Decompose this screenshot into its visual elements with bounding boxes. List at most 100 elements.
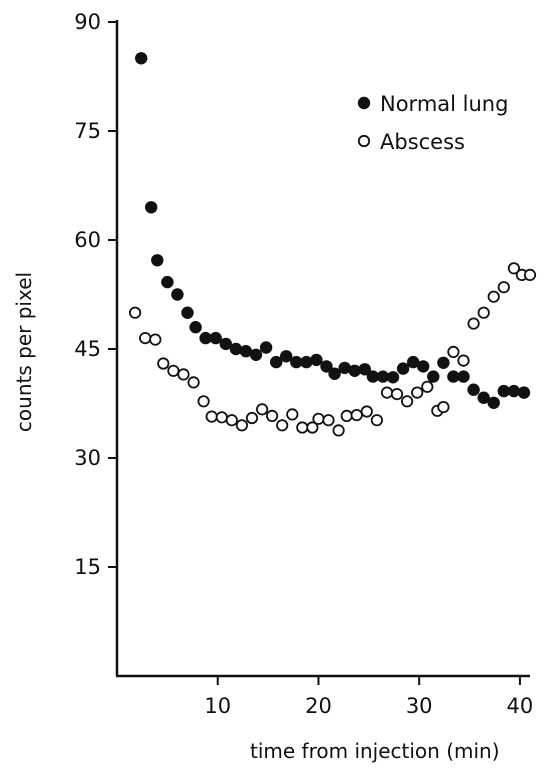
data-point-normal-lung (477, 391, 490, 404)
data-point-abscess (487, 290, 500, 303)
data-point-normal-lung (300, 355, 313, 369)
y-tick-label: 75 (74, 119, 101, 143)
data-point-normal-lung (517, 386, 531, 399)
data-point-abscess (360, 405, 373, 418)
data-point-abscess (370, 414, 383, 427)
y-tick-label: 60 (74, 228, 101, 252)
data-point-normal-lung (161, 275, 174, 289)
data-point-normal-lung (447, 370, 460, 383)
x-tick-label: 30 (406, 694, 433, 718)
data-point-abscess (421, 380, 434, 393)
data-point-normal-lung (427, 370, 440, 383)
y-tick-label: 90 (74, 10, 101, 34)
data-point-normal-lung (171, 288, 184, 301)
data-point-abscess (286, 408, 299, 421)
data-point-abscess (245, 411, 259, 425)
data-point-abscess (205, 410, 218, 423)
data-point-abscess (523, 268, 537, 281)
data-point-abscess (129, 306, 142, 319)
data-point-abscess (197, 395, 210, 408)
data-point-abscess (467, 317, 480, 330)
data-point-normal-lung (280, 350, 293, 363)
y-tick-label: 45 (74, 337, 101, 361)
x-tick-label: 10 (204, 694, 231, 718)
legend: Normal lung Abscess (357, 92, 508, 154)
data-point-abscess (340, 409, 353, 422)
data-point-normal-lung (219, 337, 232, 351)
y-axis-title: counts per pixel (12, 272, 36, 432)
data-point-normal-lung (497, 384, 510, 398)
data-point-normal-lung (437, 356, 450, 369)
data-point-abscess (400, 395, 414, 408)
y-tick-label: 15 (74, 555, 101, 579)
data-point-abscess (457, 354, 470, 367)
data-point-normal-lung (457, 370, 470, 383)
data-point-abscess (306, 421, 319, 434)
data-point-abscess (322, 414, 335, 427)
legend-marker-normal-lung (357, 96, 371, 110)
data-point-abscess (139, 331, 152, 345)
x-axis-title: time from injection (min) (250, 739, 500, 763)
data-point-normal-lung (320, 360, 333, 373)
data-point-abscess (225, 414, 238, 427)
data-point-abscess (265, 409, 279, 422)
data-point-normal-lung (259, 341, 273, 354)
data-point-abscess (507, 262, 521, 275)
data-point-abscess (255, 403, 269, 416)
data-point-normal-lung (290, 355, 303, 369)
data-point-normal-lung (181, 306, 194, 319)
data-point-abscess (215, 411, 228, 424)
data-point-abscess (276, 419, 289, 432)
data-point-abscess (177, 368, 190, 381)
data-point-normal-lung (386, 371, 400, 384)
data-point-normal-lung (338, 361, 351, 375)
data-point-abscess (437, 400, 450, 414)
data-point-normal-lung (270, 355, 283, 369)
data-point-normal-lung (366, 370, 380, 383)
data-point-abscess (350, 408, 363, 422)
data-point-abscess (497, 281, 510, 294)
x-tick-label: 20 (305, 694, 332, 718)
data-point-abscess (157, 357, 170, 370)
legend-label-normal-lung: Normal lung (380, 92, 508, 116)
data-point-normal-lung (229, 342, 243, 356)
legend-marker-abscess (357, 134, 371, 148)
data-point-abscess (332, 424, 345, 437)
x-tick-label: 40 (507, 694, 534, 718)
data-point-normal-lung (487, 396, 500, 409)
data-point-normal-lung (239, 345, 253, 358)
data-point-abscess (167, 364, 180, 377)
data-point-abscess (149, 333, 162, 346)
data-point-normal-lung (507, 384, 521, 398)
data-point-normal-lung (358, 363, 371, 376)
data-point-normal-lung (407, 355, 420, 369)
data-point-abscess (312, 412, 325, 425)
data-point-normal-lung (376, 370, 390, 383)
data-point-normal-lung (145, 201, 158, 214)
data-point-normal-lung (135, 52, 148, 65)
data-point-normal-lung (417, 360, 430, 373)
legend-label-abscess: Abscess (380, 130, 465, 154)
data-point-normal-lung (348, 364, 361, 377)
axes (115, 20, 530, 678)
data-point-abscess (235, 419, 248, 432)
data-point-normal-lung (151, 254, 164, 267)
data-point-normal-lung (209, 331, 222, 345)
data-point-abscess (187, 376, 200, 389)
data-points (129, 52, 537, 437)
data-point-normal-lung (467, 383, 480, 396)
y-tick-label: 30 (74, 446, 101, 470)
data-point-abscess (380, 386, 394, 399)
data-point-abscess (296, 421, 309, 434)
data-point-normal-lung (189, 321, 202, 334)
axis-ticks: 15 30 45 60 75 90 10 20 30 40 (74, 10, 533, 718)
data-point-abscess (447, 345, 460, 358)
data-point-abscess (477, 306, 490, 319)
data-point-abscess (411, 386, 424, 399)
data-point-abscess (390, 387, 404, 401)
data-point-normal-lung (396, 362, 410, 375)
data-point-normal-lung (199, 331, 212, 345)
data-point-normal-lung (249, 348, 263, 361)
data-point-normal-lung (310, 353, 323, 367)
